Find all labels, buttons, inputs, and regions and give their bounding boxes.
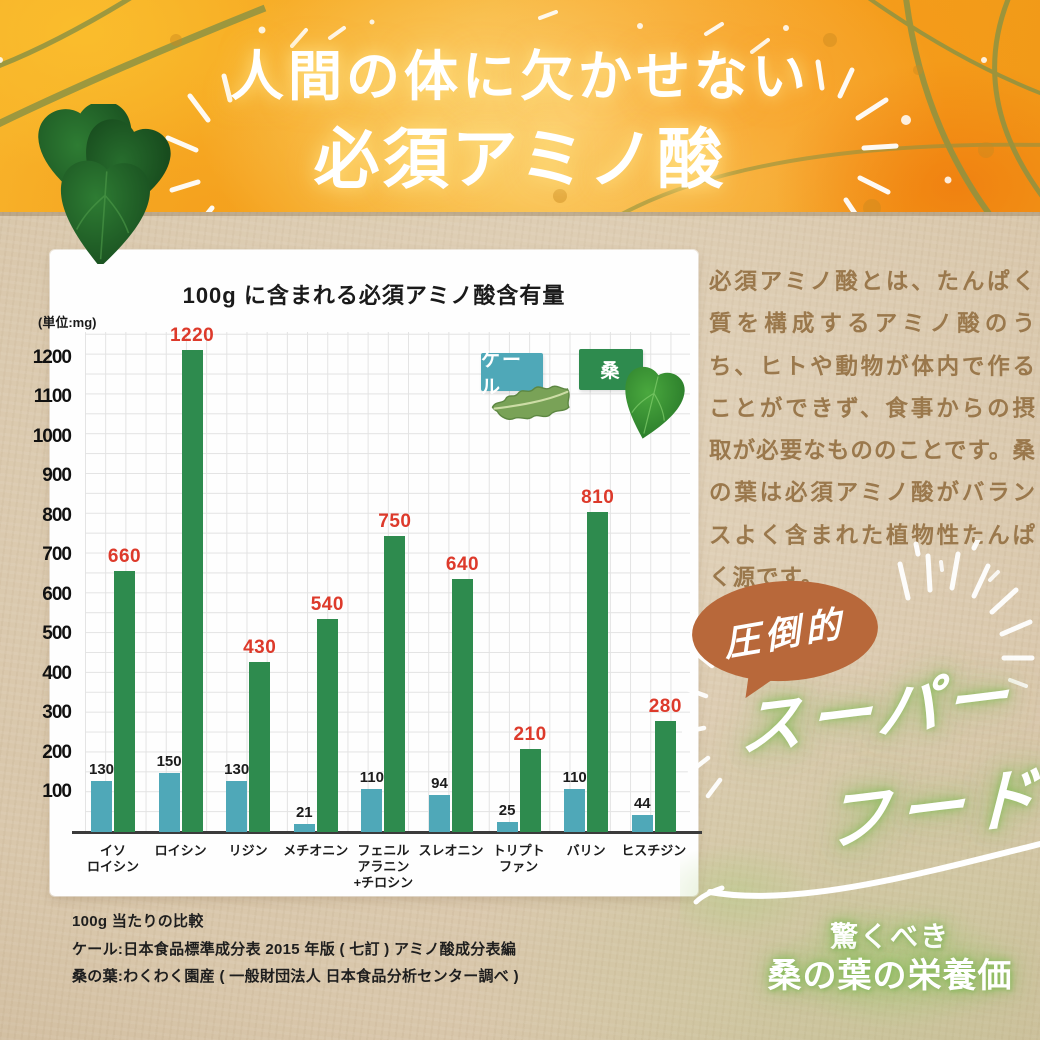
bar-value-label: 540 (310, 594, 344, 615)
bar-mulberry (452, 579, 473, 832)
bar-value-label: 150 (156, 753, 182, 770)
banner-title: 必須アミノ酸 (313, 122, 727, 196)
axis-unit-label: (単位:mg) (38, 315, 97, 330)
green-watercolor-wash (680, 830, 1040, 1040)
legend-item-mulberry: 桑 (579, 349, 685, 439)
bar-value-label: 21 (295, 804, 313, 821)
bar-value-label: 110 (562, 769, 587, 786)
x-axis-label: ロイシン (154, 843, 207, 858)
x-axis-label: ヒスチジン (621, 843, 687, 858)
x-axis-label: イソ ロイシン (86, 843, 139, 874)
claim-line2: 桑の葉の栄養価 (767, 957, 1013, 995)
legend-swatch-kale: ケール (481, 350, 543, 398)
y-axis-label: 500 (42, 623, 72, 645)
y-axis-label: 1100 (33, 386, 72, 408)
bar-mulberry (316, 619, 338, 832)
x-axis-label: スレオニン (418, 843, 484, 858)
footnote-mulberry-source: 桑の葉:わくわく園産 ( 一般財団法人 日本食品分析センター調べ ) (72, 968, 519, 985)
bar-value-label: 110 (359, 769, 384, 786)
bar-value-label: 1220 (169, 325, 215, 346)
x-axis-label: メチオニン (283, 843, 349, 858)
legend-item-kale: ケール (481, 350, 570, 420)
y-axis-label: 1200 (32, 346, 72, 368)
underline-swoosh-icon (693, 841, 1040, 905)
y-axis-label: 400 (42, 662, 72, 684)
bar-value-label: 130 (88, 761, 115, 778)
y-axis-label: 600 (42, 583, 72, 605)
x-axis-label: トリプト ファン (492, 843, 545, 874)
x-axis-line (72, 831, 702, 834)
y-axis-label: 800 (42, 504, 72, 526)
speech-bubble-label: 圧倒的 (722, 602, 848, 665)
x-axis-label: バリン (566, 843, 606, 858)
y-axis-label: 300 (42, 702, 72, 724)
bar-value-label: 44 (633, 795, 651, 812)
legend-label-kale: ケール (481, 350, 524, 398)
bar-mulberry (654, 721, 676, 832)
bar-value-label: 640 (445, 554, 480, 575)
bar-kale (91, 781, 112, 832)
bar-kale (158, 773, 180, 832)
bar-mulberry (249, 662, 271, 832)
footnote-kale-source: ケール:日本食品標準成分表 2015 年版 ( 七訂 ) アミノ酸成分表編 (72, 940, 517, 958)
bar-value-label: 430 (243, 637, 277, 658)
footnote-comparison: 100g 当たりの比較 (72, 913, 204, 930)
bar-kale (226, 781, 248, 832)
bar-value-label: 210 (513, 724, 547, 745)
bar-kale (429, 795, 450, 832)
plot-area: ケール 桑 (33, 325, 702, 890)
bar-mulberry (519, 749, 541, 832)
bar-kale (564, 789, 586, 832)
bar-mulberry (114, 571, 135, 832)
y-axis-label: 100 (42, 781, 72, 803)
bar-value-label: 660 (107, 546, 142, 567)
claim-line1: 驚くべき (829, 921, 950, 952)
mulberry-leaf-icon (625, 366, 685, 439)
bar-kale (631, 815, 653, 832)
bar-mulberry (384, 536, 406, 832)
bar-value-label: 280 (648, 696, 682, 717)
x-axis-label: リジン (228, 843, 268, 858)
description-paragraph: 必須アミノ酸とは、たんぱく質を構成するアミノ酸のうち、ヒトや動物が体内で作ること… (709, 269, 1036, 591)
legend-label-mulberry: 桑 (600, 361, 622, 382)
y-axis-label: 1000 (32, 425, 72, 447)
bar-kale (361, 789, 383, 832)
banner-subtitle: 人間の体に欠かせない (230, 47, 810, 107)
y-axis-label: 900 (42, 465, 72, 487)
source-footnotes: 100g 当たりの比較 ケール:日本食品標準成分表 2015 年版 ( 七訂 )… (72, 908, 519, 991)
bar-kale (496, 822, 518, 832)
chart-panel: 100g に含まれる必須アミノ酸含有量 (単位:mg) ケール 桑 (33, 250, 702, 896)
bar-mulberry (181, 350, 203, 832)
bar-mulberry (587, 512, 609, 832)
bar-kale (293, 824, 315, 832)
bar-value-label: 810 (581, 487, 615, 508)
y-axis-label: 700 (42, 544, 72, 566)
y-axis-label: 200 (42, 741, 72, 763)
chart-title: 100g に含まれる必須アミノ酸含有量 (182, 283, 566, 308)
bar-value-label: 750 (378, 511, 412, 532)
mulberry-leaves-decoration-icon (38, 104, 171, 264)
bar-value-label: 25 (498, 802, 516, 819)
bar-value-label: 130 (224, 761, 250, 778)
kale-leaf-icon (491, 385, 570, 420)
x-axis-label: フェニル アラニン +チロシン (353, 843, 414, 890)
bar-value-label: 94 (431, 775, 448, 792)
